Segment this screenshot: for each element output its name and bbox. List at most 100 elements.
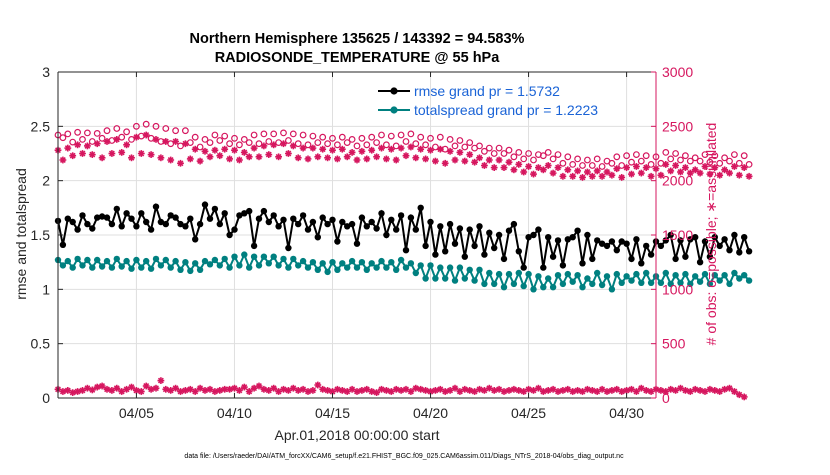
possible-point (172, 127, 180, 135)
possible-point (299, 131, 307, 139)
rmse-point (397, 212, 405, 219)
possible-point (682, 152, 689, 160)
possible-point (745, 160, 753, 168)
possible-point (363, 141, 371, 149)
totalspread-point (348, 257, 356, 265)
rmse-point (339, 218, 346, 226)
totalspread-point (162, 256, 169, 264)
rmse-point (94, 214, 101, 221)
totalspread-point (466, 266, 473, 273)
series-possible (54, 120, 753, 170)
assimilated-point (461, 157, 469, 165)
assimilated-point (329, 146, 336, 154)
totalspread-point (736, 275, 743, 282)
possible-point (490, 150, 498, 157)
totalspread-point (211, 256, 219, 264)
y-left-tick-label: 1.5 (31, 227, 51, 243)
rmse-point (510, 220, 518, 228)
totalspread-point (706, 280, 714, 288)
assimilated-point (515, 160, 523, 168)
totalspread-point (510, 280, 518, 288)
possible-point (79, 135, 86, 143)
rmse-point (716, 242, 723, 250)
assimilated-point (338, 145, 346, 153)
rmse-point (353, 240, 361, 247)
assimilated_low-point (588, 386, 596, 394)
rmse-point (295, 220, 302, 228)
assimilated-point (628, 170, 635, 178)
rmse-point (603, 242, 611, 250)
assimilated_low-point (520, 388, 528, 395)
possible-point (383, 141, 390, 149)
assimilated_low-point (485, 384, 493, 392)
totalspread-point (363, 266, 370, 273)
totalspread-point (304, 264, 312, 271)
assimilated-point (667, 167, 675, 175)
assimilated-point (211, 146, 219, 154)
possible-point (569, 160, 577, 168)
totalspread-point (422, 275, 429, 282)
rmse-point (201, 201, 209, 208)
rmse-point (594, 237, 601, 244)
possible-point (574, 155, 581, 163)
totalspread-point (231, 253, 238, 260)
rmse-point (304, 226, 312, 233)
assimilated-point (549, 169, 557, 177)
rmse-point (285, 244, 292, 252)
rmse-point (172, 214, 179, 221)
possible-point (598, 163, 606, 170)
totalspread-point (701, 270, 709, 278)
assimilated-point (319, 145, 327, 153)
rmse-point (662, 237, 669, 244)
totalspread-point (741, 272, 748, 279)
totalspread-point (378, 257, 385, 265)
rmse-point (726, 247, 733, 254)
rmse-point (437, 223, 444, 230)
assimilated_low-point (128, 383, 135, 391)
y-left-tick-label: 2.5 (31, 118, 51, 134)
assimilated_low-point (240, 383, 248, 391)
assimilated-point (353, 156, 361, 164)
rmse-point (196, 220, 204, 228)
totalspread-point (255, 262, 263, 269)
assimilated-point (510, 166, 518, 174)
assimilated-point (221, 145, 229, 153)
assimilated-point (108, 150, 116, 157)
assimilated-point (397, 144, 405, 152)
totalspread-point (515, 269, 522, 277)
assimilated-point (93, 140, 101, 148)
assimilated_low-point (500, 388, 508, 395)
y-left-tick-label: 2 (42, 173, 50, 189)
rmse-point (736, 249, 743, 256)
assimilated-point (539, 166, 547, 174)
rmse-point (471, 242, 478, 250)
legend-totalspread-marker (390, 106, 398, 114)
totalspread-point (397, 256, 405, 264)
rmse-point (74, 226, 81, 233)
totalspread-point (491, 280, 498, 288)
possible-point (226, 140, 234, 148)
rmse-point (638, 260, 645, 267)
possible-point (485, 144, 493, 152)
possible-point (677, 156, 684, 164)
rmse-point (89, 225, 96, 232)
totalspread-point (196, 266, 204, 273)
possible-point (309, 132, 317, 140)
possible-point (235, 141, 243, 149)
assimilated_low-point (696, 386, 704, 394)
totalspread-point (638, 279, 645, 286)
assimilated-point (103, 138, 111, 145)
possible-point (98, 134, 106, 142)
totalspread-point (481, 280, 488, 288)
possible-point (348, 135, 356, 143)
totalspread-point (103, 257, 111, 265)
assimilated-point (260, 142, 268, 150)
rmse-point (309, 218, 317, 226)
rmse-point (133, 223, 140, 230)
rmse-point (745, 248, 753, 255)
rmse-point (84, 220, 91, 228)
possible-point (353, 142, 361, 150)
totalspread-point (598, 281, 606, 289)
possible-point (476, 142, 483, 150)
assimilated-point (201, 147, 209, 155)
